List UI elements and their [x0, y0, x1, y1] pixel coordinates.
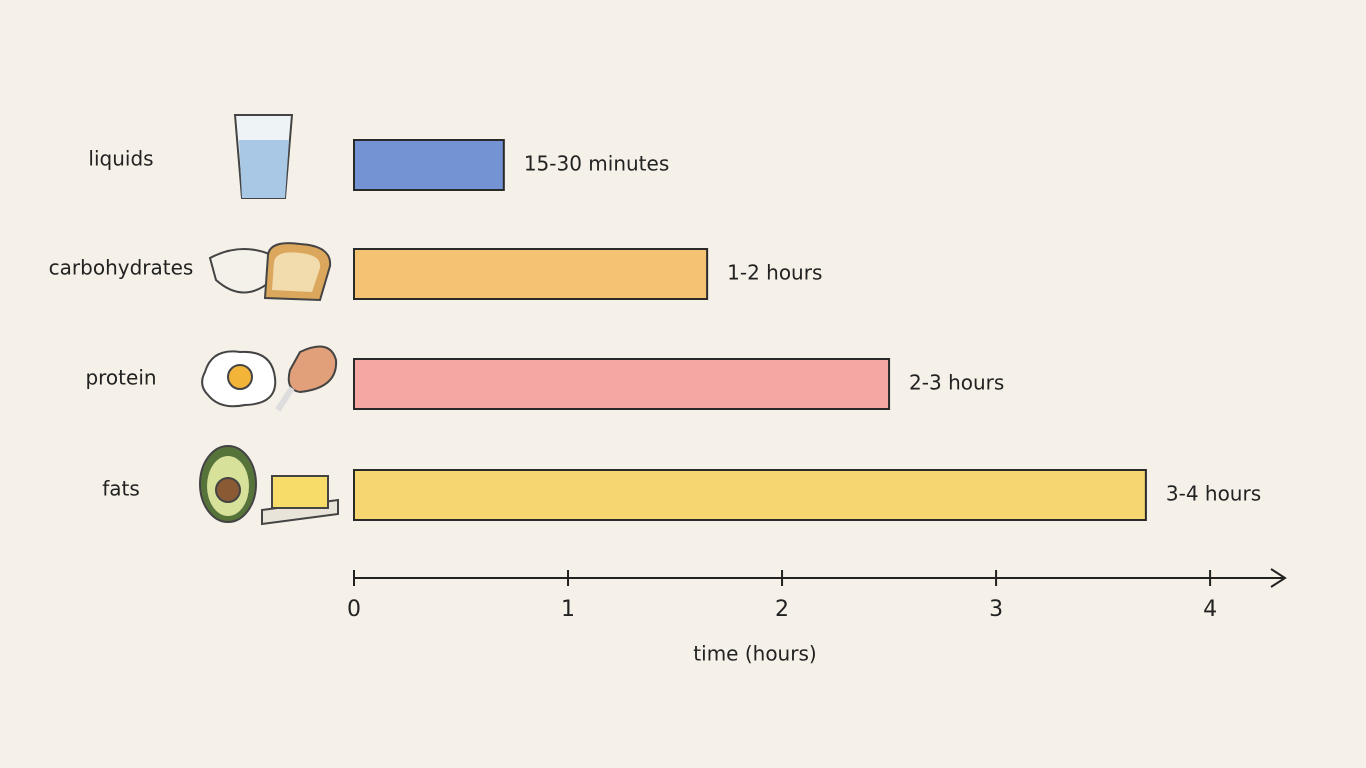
value-label: 1-2 hours: [727, 261, 822, 285]
category-label: fats: [102, 477, 140, 501]
x-tick-label: 0: [347, 597, 361, 622]
icons: [199, 114, 339, 526]
bone: [275, 386, 295, 412]
yolk: [227, 364, 253, 390]
water: [239, 140, 289, 198]
axis-arrow: [1270, 568, 1287, 588]
category-label: liquids: [88, 147, 153, 171]
toast-inner: [272, 252, 321, 292]
category-label: protein: [85, 366, 156, 390]
x-tick-label: 4: [1203, 597, 1217, 622]
x-axis-label: time (hours): [693, 642, 816, 666]
drumstick-icon: [287, 345, 338, 394]
value-label: 15-30 minutes: [524, 152, 669, 176]
bar: [353, 358, 891, 410]
value-label: 3-4 hours: [1166, 482, 1261, 506]
x-tick-label: 2: [775, 597, 789, 622]
x-tick-label: 3: [989, 597, 1003, 622]
x-tick-label: 1: [561, 597, 575, 622]
bar: [353, 248, 709, 300]
bar: [353, 139, 505, 191]
category-label: carbohydrates: [49, 256, 194, 280]
value-label: 2-3 hours: [909, 371, 1004, 395]
bar: [353, 469, 1147, 521]
avocado-pit: [215, 477, 241, 503]
butter-icon: [271, 475, 329, 509]
